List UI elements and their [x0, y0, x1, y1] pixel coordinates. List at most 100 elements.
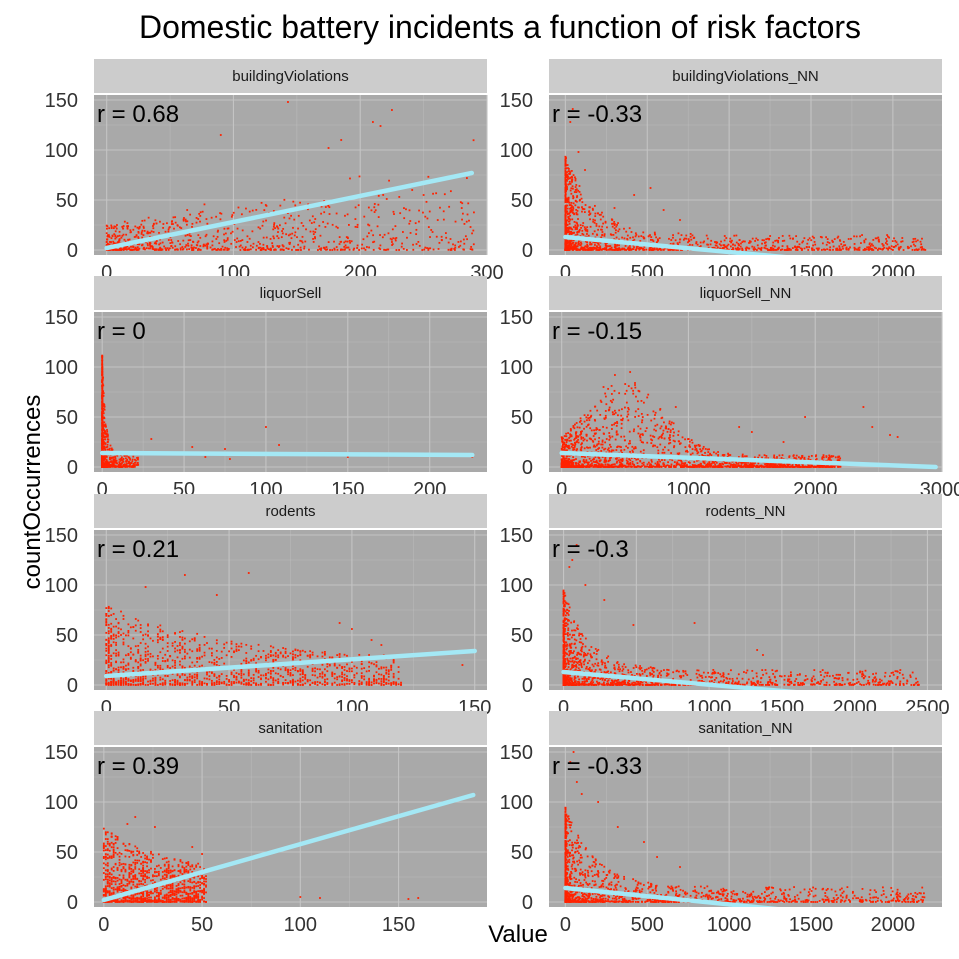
- data-point: [613, 246, 616, 249]
- data-point: [642, 231, 645, 234]
- data-point: [348, 248, 351, 251]
- data-point: [589, 248, 592, 251]
- data-point: [618, 409, 621, 412]
- data-point: [103, 441, 105, 443]
- data-point: [746, 246, 748, 249]
- data-point: [617, 230, 620, 233]
- data-point: [135, 248, 138, 250]
- data-point: [120, 248, 123, 251]
- data-point: [669, 434, 671, 437]
- data-point: [278, 245, 281, 247]
- data-point: [141, 243, 144, 246]
- data-point: [609, 464, 612, 467]
- data-point: [749, 465, 752, 468]
- data-point: [144, 248, 146, 251]
- data-point: [292, 226, 294, 229]
- data-point: [604, 461, 607, 463]
- data-point: [597, 448, 600, 450]
- data-point: [473, 211, 475, 214]
- data-point: [577, 241, 580, 244]
- data-point: [857, 248, 859, 251]
- data-point: [568, 447, 571, 450]
- data-point: [885, 242, 887, 244]
- data-point: [583, 247, 585, 250]
- data-point: [803, 456, 806, 459]
- data-point: [454, 220, 457, 223]
- data-point: [121, 459, 124, 462]
- data-point: [124, 454, 127, 457]
- data-point: [820, 249, 823, 251]
- data-point: [393, 213, 395, 215]
- data-point: [285, 233, 288, 236]
- data-point: [293, 218, 296, 221]
- data-point: [569, 242, 571, 245]
- data-point: [632, 430, 635, 433]
- data-point: [626, 234, 629, 237]
- data-point: [280, 236, 283, 239]
- data-point: [101, 379, 104, 381]
- data-point: [837, 456, 839, 459]
- data-point: [116, 224, 118, 226]
- data-point: [299, 246, 302, 249]
- data-point: [101, 392, 104, 394]
- data-point: [176, 224, 179, 227]
- data-point: [744, 455, 746, 458]
- data-point: [924, 249, 927, 251]
- data-point: [255, 248, 258, 251]
- data-point: [422, 194, 425, 196]
- data-point: [104, 438, 106, 441]
- data-point: [650, 419, 653, 422]
- data-point: [106, 242, 109, 245]
- data-point: [429, 236, 431, 238]
- data-point: [206, 243, 208, 246]
- data-point: [642, 247, 645, 250]
- data-point: [276, 245, 279, 247]
- data-point: [574, 444, 576, 447]
- data-point: [598, 460, 601, 463]
- data-point: [578, 199, 581, 202]
- data-point: [766, 248, 769, 250]
- data-point: [107, 434, 109, 437]
- data-point: [223, 233, 225, 236]
- data-point: [282, 227, 285, 230]
- data-point: [672, 434, 675, 437]
- data-point: [729, 237, 732, 240]
- data-point: [185, 223, 188, 226]
- data-point: [870, 243, 873, 246]
- data-point: [632, 392, 635, 395]
- data-point: [764, 247, 767, 250]
- data-point: [620, 427, 623, 430]
- data-point: [733, 234, 736, 237]
- data-point: [140, 223, 143, 226]
- data-point: [613, 207, 616, 209]
- data-point: [191, 222, 194, 225]
- data-point: [244, 249, 247, 251]
- data-point: [723, 239, 726, 242]
- data-point: [400, 245, 403, 248]
- data-point: [134, 247, 137, 250]
- data-point: [609, 436, 612, 439]
- data-point: [112, 456, 115, 459]
- data-point: [612, 449, 615, 452]
- data-point: [567, 170, 570, 172]
- data-point: [131, 458, 134, 461]
- data-point: [832, 455, 835, 458]
- data-point: [153, 242, 156, 245]
- data-point: [564, 462, 567, 465]
- data-point: [596, 234, 599, 236]
- y-tick-label: 100: [45, 140, 78, 162]
- data-point: [604, 220, 607, 223]
- data-point: [197, 248, 200, 251]
- data-point: [696, 459, 698, 462]
- data-point: [101, 364, 104, 367]
- data-point: [597, 243, 600, 246]
- data-point: [101, 354, 104, 357]
- data-point: [599, 459, 602, 462]
- data-point: [126, 458, 129, 461]
- data-point: [373, 203, 376, 205]
- data-point: [797, 456, 800, 459]
- data-point: [776, 464, 779, 467]
- data-point: [734, 244, 736, 247]
- data-point: [569, 243, 572, 246]
